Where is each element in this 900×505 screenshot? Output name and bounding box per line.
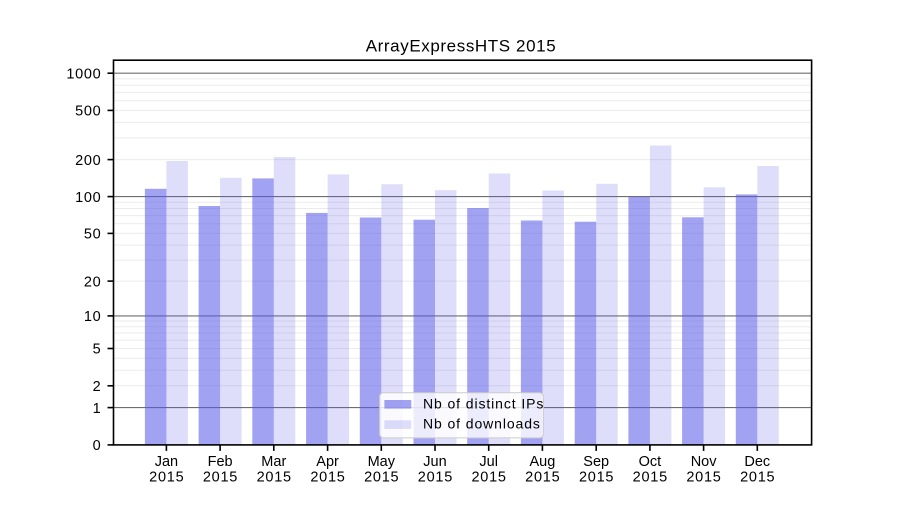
svg-text:500: 500 xyxy=(75,104,101,120)
svg-text:Jul: Jul xyxy=(479,454,498,470)
svg-text:1: 1 xyxy=(93,401,102,417)
svg-text:0: 0 xyxy=(93,438,102,454)
svg-text:100: 100 xyxy=(75,190,101,206)
svg-text:2015: 2015 xyxy=(364,470,399,486)
svg-text:2015: 2015 xyxy=(686,470,721,486)
svg-text:2015: 2015 xyxy=(310,470,345,486)
svg-text:2015: 2015 xyxy=(633,470,668,486)
svg-text:Sep: Sep xyxy=(583,454,609,470)
svg-text:2015: 2015 xyxy=(257,470,292,486)
svg-text:2015: 2015 xyxy=(149,470,184,486)
svg-text:Nb of distinct IPs: Nb of distinct IPs xyxy=(423,395,544,411)
svg-text:200: 200 xyxy=(75,153,101,169)
svg-text:Feb: Feb xyxy=(208,454,233,470)
svg-text:Jun: Jun xyxy=(423,454,446,470)
svg-text:10: 10 xyxy=(84,309,102,325)
svg-text:2015: 2015 xyxy=(525,470,560,486)
svg-text:1000: 1000 xyxy=(66,66,101,82)
svg-text:2015: 2015 xyxy=(203,470,238,486)
svg-text:Nov: Nov xyxy=(691,454,718,470)
svg-text:50: 50 xyxy=(84,227,102,243)
svg-text:Apr: Apr xyxy=(316,454,339,470)
svg-text:May: May xyxy=(368,454,396,470)
svg-text:Nb of downloads: Nb of downloads xyxy=(423,416,541,432)
svg-text:Dec: Dec xyxy=(744,454,770,470)
svg-text:Mar: Mar xyxy=(261,454,286,470)
svg-text:2015: 2015 xyxy=(579,470,614,486)
svg-text:Aug: Aug xyxy=(529,454,555,470)
svg-text:ArrayExpressHTS 2015: ArrayExpressHTS 2015 xyxy=(366,36,557,55)
svg-text:Oct: Oct xyxy=(639,454,662,470)
svg-text:2015: 2015 xyxy=(418,470,453,486)
svg-text:Jan: Jan xyxy=(155,454,178,470)
svg-text:2015: 2015 xyxy=(740,470,775,486)
svg-text:20: 20 xyxy=(84,274,102,290)
svg-text:2015: 2015 xyxy=(471,470,506,486)
svg-text:2: 2 xyxy=(93,379,102,395)
svg-text:5: 5 xyxy=(93,342,102,358)
